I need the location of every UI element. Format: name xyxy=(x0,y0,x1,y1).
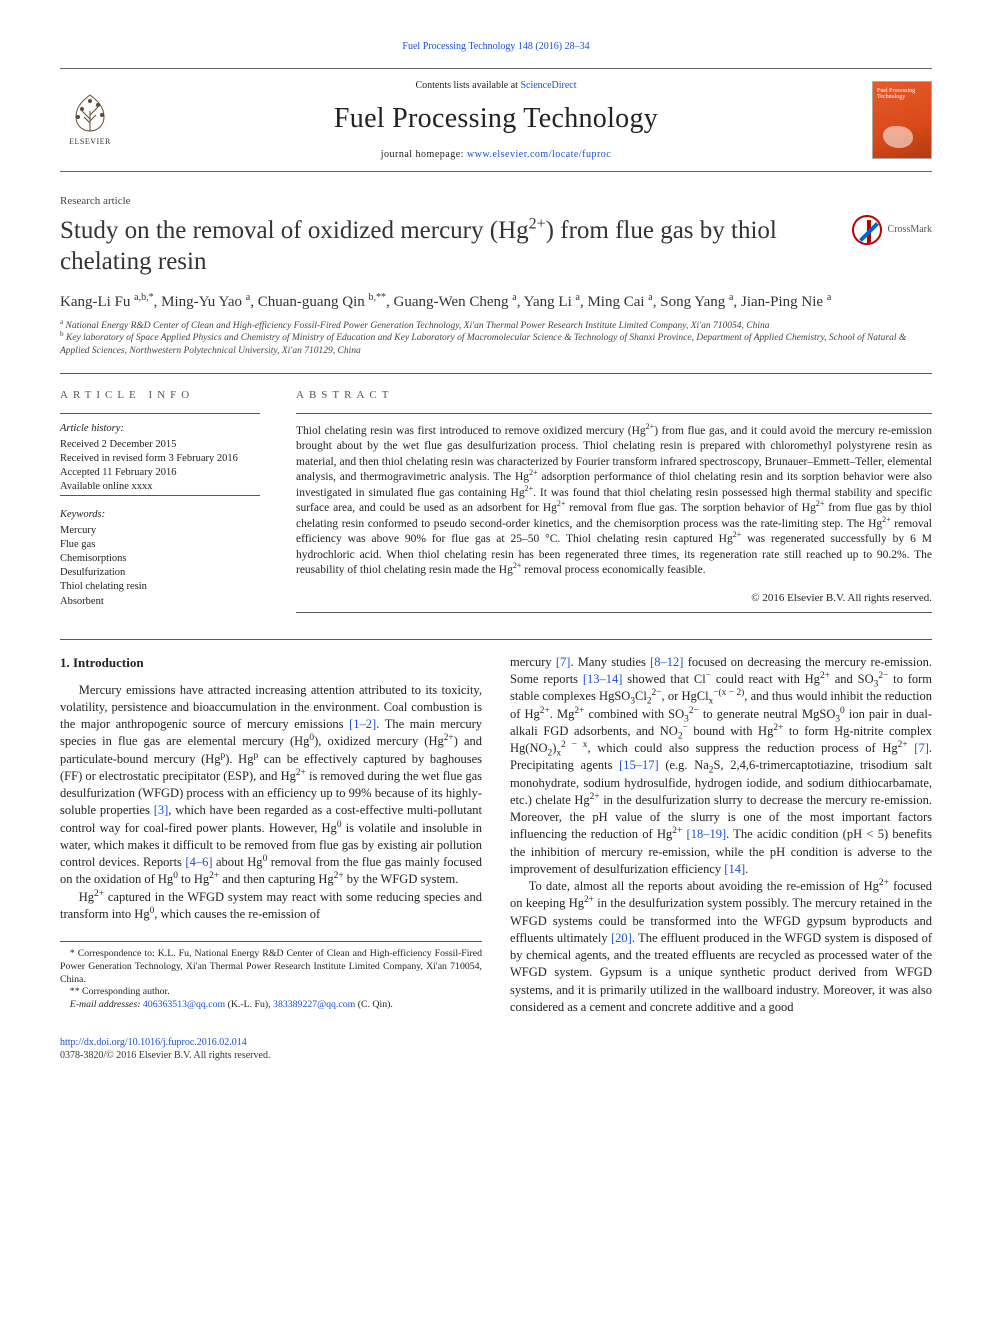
affiliation-b: b Key laboratory of Space Applied Physic… xyxy=(60,332,932,357)
info-abstract-row: ARTICLE INFO Article history: Received 2… xyxy=(60,388,932,613)
section-divider xyxy=(60,373,932,374)
issn-copyright: 0378-3820/© 2016 Elsevier B.V. All right… xyxy=(60,1049,932,1062)
section-1-heading: 1. Introduction xyxy=(60,654,482,672)
article-title: Study on the removal of oxidized mercury… xyxy=(60,215,832,278)
email-link-1[interactable]: 406363513@qq.com xyxy=(143,999,225,1010)
title-row: Study on the removal of oxidized mercury… xyxy=(60,215,932,278)
keyword: Desulfurization xyxy=(60,566,260,580)
footnote-emails: E-mail addresses: 406363513@qq.com (K.-L… xyxy=(60,999,482,1012)
footer-meta: http://dx.doi.org/10.1016/j.fuproc.2016.… xyxy=(60,1036,932,1062)
email-label: E-mail addresses: xyxy=(70,999,141,1010)
affil-marker: a xyxy=(60,318,63,326)
journal-cover-label: Fuel Processing Technology xyxy=(877,88,927,101)
crossmark-label: CrossMark xyxy=(888,223,932,237)
abstract-divider-bottom xyxy=(296,612,932,613)
body-column-right: mercury [7]. Many studies [8–12] focused… xyxy=(510,654,932,1016)
keyword: Flue gas xyxy=(60,538,260,552)
email-link-2[interactable]: 383389227@qq.com xyxy=(273,999,355,1010)
keyword: Absorbent xyxy=(60,595,260,609)
sciencedirect-link[interactable]: ScienceDirect xyxy=(520,80,576,91)
authors: Kang-Li Fu a,b,*, Ming-Yu Yao a, Chuan-g… xyxy=(60,292,932,312)
body-column-left: 1. Introduction Mercury emissions have a… xyxy=(60,654,482,1016)
masthead-center: Contents lists available at ScienceDirec… xyxy=(140,79,852,162)
doi-link[interactable]: http://dx.doi.org/10.1016/j.fuproc.2016.… xyxy=(60,1037,247,1048)
affil-text: National Energy R&D Center of Clean and … xyxy=(66,321,770,331)
info-divider xyxy=(60,413,260,414)
article-info-heading: ARTICLE INFO xyxy=(60,388,260,403)
article-type: Research article xyxy=(60,194,932,209)
journal-homepage: journal homepage: www.elsevier.com/locat… xyxy=(140,148,852,162)
keywords-label: Keywords: xyxy=(60,508,260,522)
affiliation-a: a National Energy R&D Center of Clean an… xyxy=(60,320,932,332)
masthead: ELSEVIER Contents lists available at Sci… xyxy=(60,68,932,173)
abstract-heading: ABSTRACT xyxy=(296,388,932,403)
abstract-copyright: © 2016 Elsevier B.V. All rights reserved… xyxy=(296,591,932,606)
affil-marker: b xyxy=(60,330,64,338)
crossmark-icon xyxy=(852,215,882,245)
history-online: Available online xxxx xyxy=(60,480,260,494)
body-paragraph: mercury [7]. Many studies [8–12] focused… xyxy=(510,654,932,878)
footnote-corresponding-1: * Correspondence to: K.L. Fu, National E… xyxy=(60,948,482,986)
article-info: ARTICLE INFO Article history: Received 2… xyxy=(60,388,260,613)
homepage-prefix: journal homepage: xyxy=(381,149,467,160)
publisher-logo-label: ELSEVIER xyxy=(69,137,111,148)
body-paragraph: To date, almost all the reports about av… xyxy=(510,878,932,1016)
footnote-corresponding-2: ** Corresponding author. xyxy=(60,986,482,999)
homepage-link[interactable]: www.elsevier.com/locate/fuproc xyxy=(467,149,611,160)
crossmark-badge[interactable]: CrossMark xyxy=(852,215,932,245)
body-columns: 1. Introduction Mercury emissions have a… xyxy=(60,654,932,1016)
contents-line-prefix: Contents lists available at xyxy=(415,80,520,91)
contents-line: Contents lists available at ScienceDirec… xyxy=(140,79,852,93)
keyword: Thiol chelating resin xyxy=(60,580,260,594)
body-paragraph: Mercury emissions have attracted increas… xyxy=(60,682,482,889)
journal-issue-ref[interactable]: Fuel Processing Technology 148 (2016) 28… xyxy=(60,40,932,54)
abstract-divider xyxy=(296,413,932,414)
email-who-2: (C. Qin). xyxy=(358,999,393,1010)
history-received: Received 2 December 2015 xyxy=(60,438,260,452)
info-divider xyxy=(60,495,260,496)
abstract-text: Thiol chelating resin was first introduc… xyxy=(296,424,932,579)
email-who-1: (K.-L. Fu) xyxy=(228,999,269,1010)
elsevier-tree-icon xyxy=(68,91,112,135)
history-revised: Received in revised form 3 February 2016 xyxy=(60,452,260,466)
affil-text: Key laboratory of Space Applied Physics … xyxy=(60,333,906,355)
abstract: ABSTRACT Thiol chelating resin was first… xyxy=(296,388,932,613)
journal-name: Fuel Processing Technology xyxy=(140,100,852,138)
journal-cover-thumbnail[interactable]: Fuel Processing Technology xyxy=(872,81,932,159)
journal-issue-ref-link[interactable]: Fuel Processing Technology 148 (2016) 28… xyxy=(402,41,589,52)
keyword: Mercury xyxy=(60,524,260,538)
footnotes: * Correspondence to: K.L. Fu, National E… xyxy=(60,941,482,1012)
journal-cover-art-icon xyxy=(883,126,913,148)
history-label: Article history: xyxy=(60,422,260,436)
affiliations: a National Energy R&D Center of Clean an… xyxy=(60,320,932,357)
body-paragraph: Hg2+ captured in the WFGD system may rea… xyxy=(60,889,482,924)
publisher-logo[interactable]: ELSEVIER xyxy=(60,85,120,155)
keyword: Chemisorptions xyxy=(60,552,260,566)
history-accepted: Accepted 11 February 2016 xyxy=(60,466,260,480)
section-divider xyxy=(60,639,932,640)
